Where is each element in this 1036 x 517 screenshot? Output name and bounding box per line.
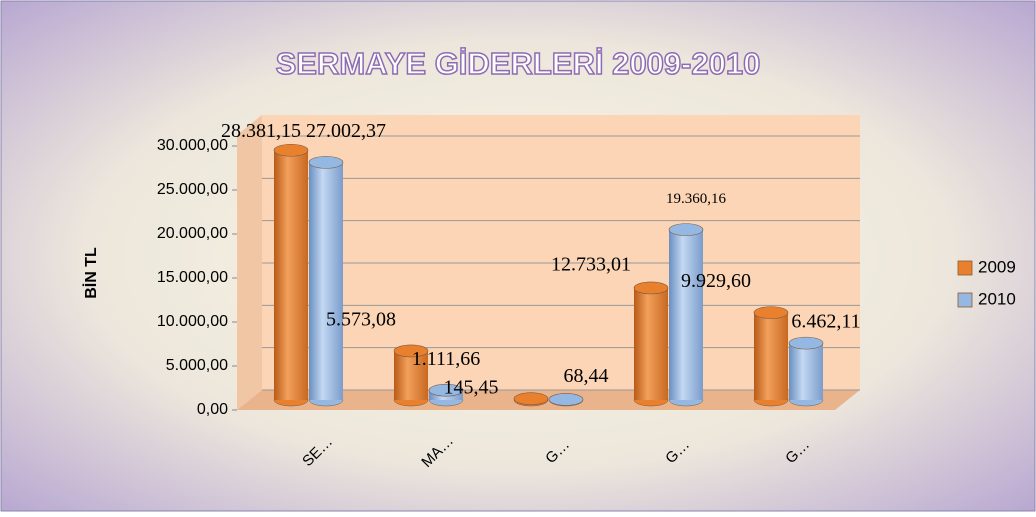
y-tick-label: 0,00: [197, 401, 228, 418]
y-axis-label: BİN TL: [82, 247, 100, 299]
legend-swatch: [957, 292, 973, 308]
bar: [789, 343, 823, 400]
data-label: 12.733,01: [551, 254, 631, 276]
bar-top: [308, 156, 344, 169]
data-label: 1.111,66: [412, 348, 481, 370]
bar-top: [393, 344, 429, 358]
floor: [237, 390, 860, 410]
bar-top: [668, 223, 704, 236]
bar-top: [633, 281, 669, 295]
back-wall: [262, 115, 860, 390]
chart-title: SERMAYE GİDERLERİ 2009-2010: [276, 46, 761, 81]
data-label: 28.381,15: [221, 120, 301, 142]
data-label: 145,45: [444, 376, 499, 398]
bar-top: [548, 393, 584, 406]
legend-swatch: [957, 260, 973, 276]
bar: [754, 312, 788, 400]
data-label: 6.462,11: [791, 311, 860, 333]
data-label: 19.360,16: [666, 191, 727, 207]
bar: [309, 162, 343, 400]
legend-label: 2009: [978, 257, 1016, 276]
y-tick-label: 25.000,00: [157, 181, 228, 198]
legend-label: 2010: [978, 289, 1016, 308]
bar-top: [273, 143, 309, 157]
y-tick-label: 20.000,00: [157, 225, 228, 242]
y-tick-label: 10.000,00: [157, 313, 228, 330]
data-label: 9.929,60: [681, 270, 751, 292]
bar: [634, 287, 668, 400]
bar-top: [513, 392, 549, 406]
data-label: 27.002,37: [306, 120, 386, 142]
bar-top: [753, 306, 789, 319]
y-tick-label: 5.000,00: [166, 357, 228, 374]
bar-top: [428, 383, 464, 397]
bar: [669, 229, 703, 400]
data-label: 68,44: [564, 365, 609, 387]
y-tick-label: 15.000,00: [157, 269, 228, 286]
side-wall: [237, 115, 262, 410]
bar: [394, 350, 428, 400]
data-label: 5.573,08: [326, 309, 396, 331]
y-tick-label: 30.000,00: [157, 137, 228, 154]
bar-top: [788, 336, 824, 350]
bar: [274, 150, 308, 400]
